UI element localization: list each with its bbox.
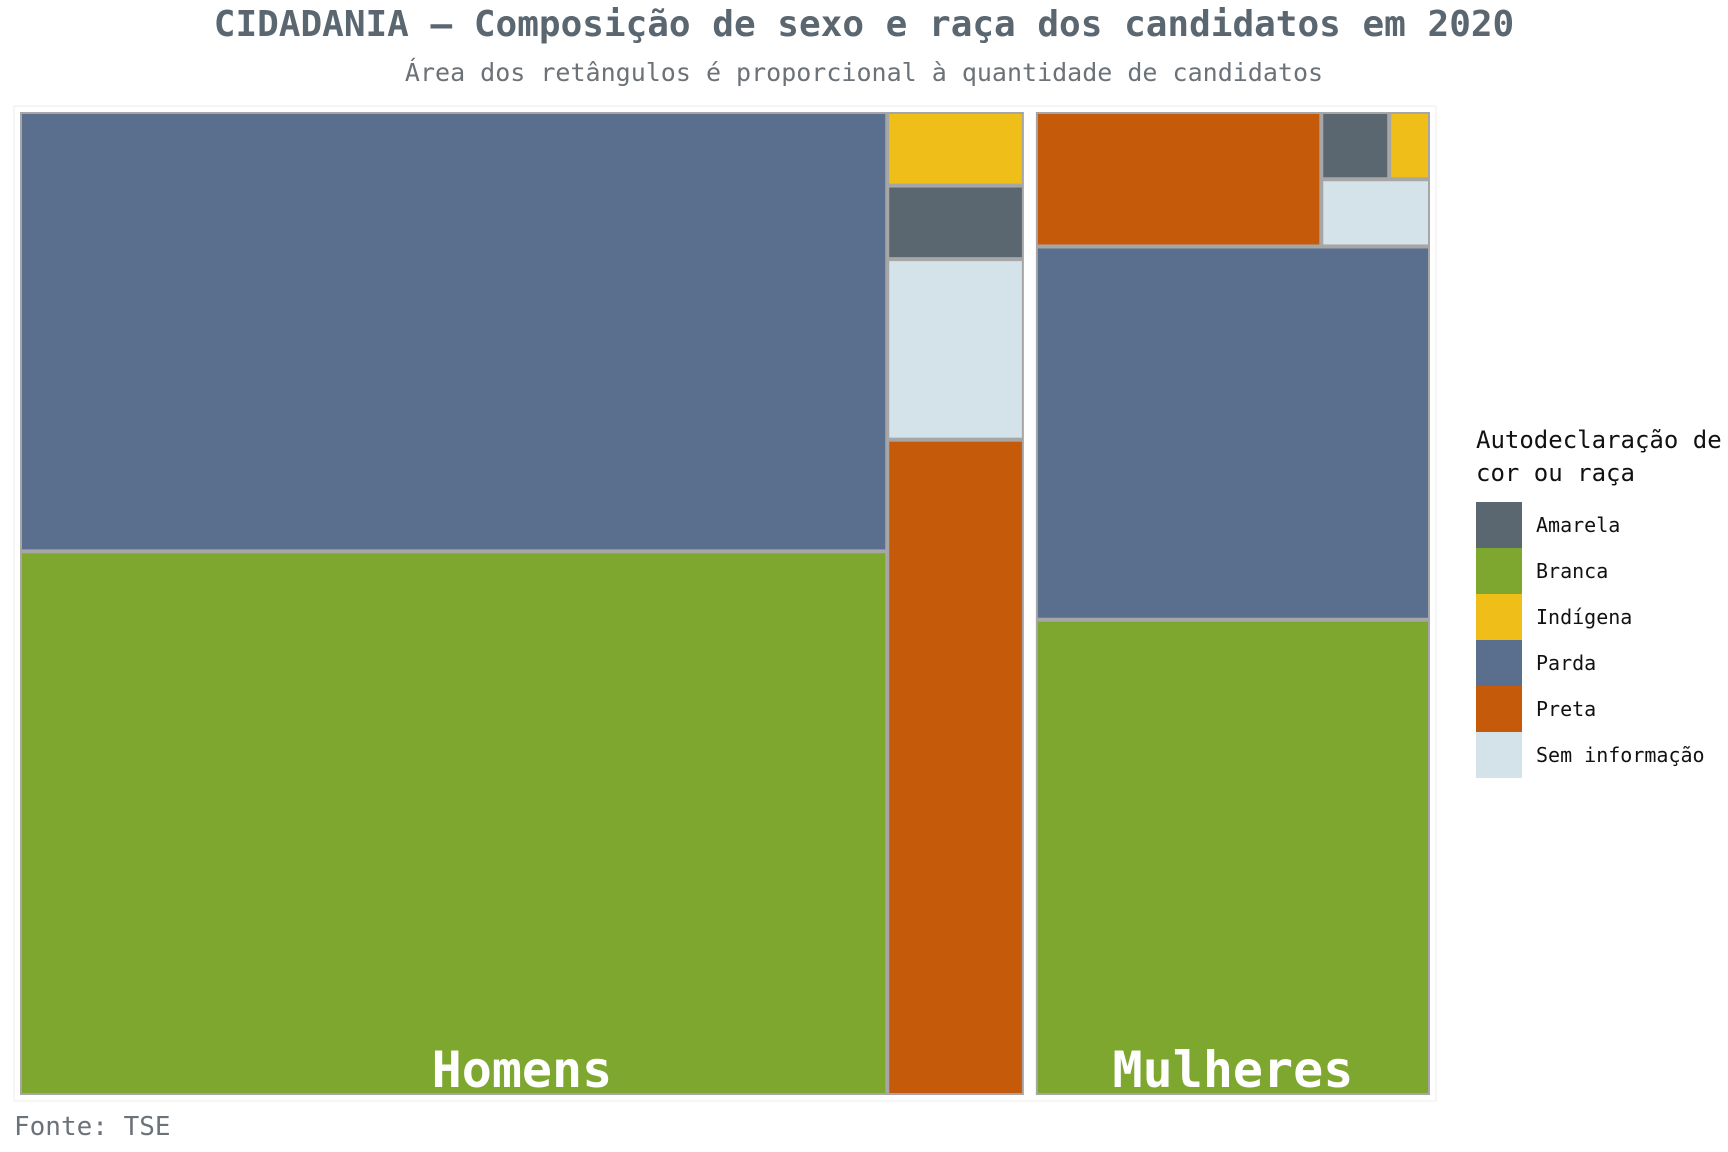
legend-swatch-branca (1476, 548, 1522, 594)
tile-mulheres-preta (1037, 114, 1320, 245)
legend-swatch-preta (1476, 686, 1522, 732)
legend-swatch-amarela (1476, 502, 1522, 548)
legend-item-sem-informacao: Sem informação (1476, 732, 1726, 778)
legend-label-sem-informacao: Sem informação (1536, 743, 1705, 767)
tile-homens-indigena (889, 114, 1022, 184)
legend-swatch-sem-informacao (1476, 732, 1522, 778)
legend-item-parda: Parda (1476, 640, 1726, 686)
legend-label-indigena: Indígena (1536, 605, 1633, 629)
tile-homens-sem-informacao (889, 261, 1022, 438)
legend-item-branca: Branca (1476, 548, 1726, 594)
legend-label-branca: Branca (1536, 559, 1609, 583)
legend-items: Amarela Branca Indígena Parda Preta Sem infor… (1476, 502, 1726, 778)
tile-homens-branca (22, 553, 886, 1093)
chart-caption: Fonte: TSE (14, 1112, 171, 1142)
tile-homens-preta (889, 441, 1022, 1094)
tile-homens-amarela (889, 187, 1022, 258)
group-label-homens: Homens (432, 1041, 613, 1099)
legend-label-parda: Parda (1536, 651, 1597, 675)
tile-homens-parda (22, 114, 886, 550)
chart-title: CIDADANIA – Composição de sexo e raça do… (213, 4, 1515, 45)
legend-item-indigena: Indígena (1476, 594, 1726, 640)
tile-mulheres-indigena (1391, 114, 1428, 178)
legend: Autodeclaração de cor ou raça Amarela Bra… (1476, 424, 1726, 778)
legend-swatch-parda (1476, 640, 1522, 686)
chart-subtitle: Área dos retângulos é proporcional à qua… (404, 58, 1324, 87)
tile-mulheres-amarela (1323, 114, 1388, 178)
group-mulheres: Mulheres (1035, 112, 1430, 1099)
legend-title: Autodeclaração de cor ou raça (1476, 426, 1722, 487)
group-homens: Homens (20, 112, 1024, 1099)
legend-item-preta: Preta (1476, 686, 1726, 732)
legend-item-amarela: Amarela (1476, 502, 1726, 548)
tile-mulheres-sem-informacao (1323, 181, 1428, 245)
tile-mulheres-parda (1037, 248, 1428, 618)
tile-mulheres-branca (1037, 621, 1428, 1093)
legend-label-amarela: Amarela (1536, 513, 1621, 537)
legend-swatch-indigena (1476, 594, 1522, 640)
group-label-mulheres: Mulheres (1113, 1041, 1354, 1099)
legend-label-preta: Preta (1536, 697, 1597, 721)
